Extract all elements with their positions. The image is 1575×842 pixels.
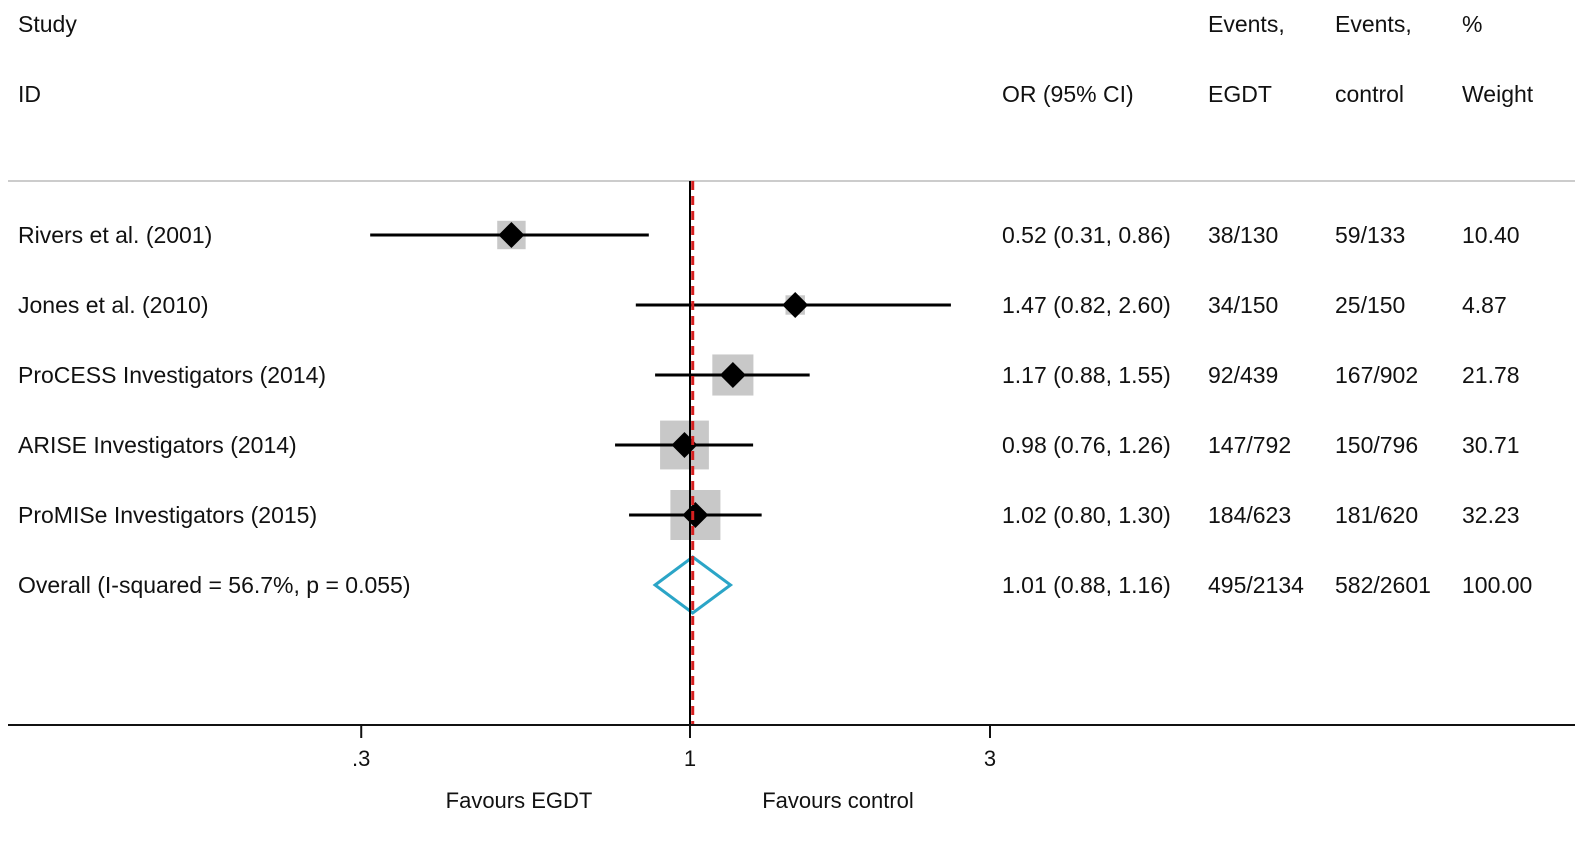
events-egdt-value: 34/150 (1208, 292, 1278, 318)
header-events-control-1: Events, (1335, 11, 1412, 37)
study-name: ARISE Investigators (2014) (18, 432, 297, 458)
point-estimate-marker (498, 222, 525, 248)
x-tick-label: 3 (984, 746, 996, 771)
events-egdt-value: 184/623 (1208, 502, 1291, 528)
header-events-control-2: control (1335, 81, 1404, 107)
events-egdt-value: 38/130 (1208, 222, 1278, 248)
point-estimate-marker (782, 292, 809, 318)
overall-or-ci-value: 1.01 (0.88, 1.16) (1002, 572, 1171, 598)
overall-events-control-value: 582/2601 (1335, 572, 1431, 598)
events-control-value: 150/796 (1335, 432, 1418, 458)
or-ci-value: 0.98 (0.76, 1.26) (1002, 432, 1171, 458)
header-weight-1: % (1462, 11, 1482, 37)
overall-label: Overall (I-squared = 56.7%, p = 0.055) (18, 572, 411, 598)
overall-weight-value: 100.00 (1462, 572, 1532, 598)
weight-value: 21.78 (1462, 362, 1520, 388)
favours-egdt-label: Favours EGDT (446, 788, 593, 813)
point-estimate-marker (682, 502, 709, 528)
header-id: ID (18, 81, 41, 107)
or-ci-value: 0.52 (0.31, 0.86) (1002, 222, 1171, 248)
events-egdt-value: 147/792 (1208, 432, 1291, 458)
study-name: Jones et al. (2010) (18, 292, 209, 318)
events-control-value: 59/133 (1335, 222, 1405, 248)
point-estimate-marker (719, 362, 746, 388)
header-study: Study (18, 11, 77, 37)
study-name: Rivers et al. (2001) (18, 222, 212, 248)
weight-value: 4.87 (1462, 292, 1507, 318)
overall-diamond (652, 555, 734, 615)
weight-value: 30.71 (1462, 432, 1520, 458)
header-events-egdt-2: EGDT (1208, 81, 1272, 107)
study-name: ProCESS Investigators (2014) (18, 362, 326, 388)
weight-value: 32.23 (1462, 502, 1520, 528)
header-events-egdt-1: Events, (1208, 11, 1285, 37)
forest-marks (370, 181, 951, 725)
weight-value: 10.40 (1462, 222, 1520, 248)
or-ci-value: 1.02 (0.80, 1.30) (1002, 502, 1171, 528)
study-name: ProMISe Investigators (2015) (18, 502, 317, 528)
x-tick-label: .3 (352, 746, 370, 771)
favours-control-label: Favours control (762, 788, 914, 813)
events-control-value: 25/150 (1335, 292, 1405, 318)
events-control-value: 167/902 (1335, 362, 1418, 388)
forest-rows: Rivers et al. (2001) 0.52 (0.31, 0.86) 38/… (18, 222, 1532, 598)
overall-events-egdt-value: 495/2134 (1208, 572, 1304, 598)
x-axis-ticks: .3 1 3 (352, 725, 996, 771)
events-egdt-value: 92/439 (1208, 362, 1278, 388)
events-control-value: 181/620 (1335, 502, 1418, 528)
header-or: OR (95% CI) (1002, 81, 1134, 107)
header-weight-2: Weight (1462, 81, 1534, 107)
or-ci-value: 1.47 (0.82, 2.60) (1002, 292, 1171, 318)
x-tick-label: 1 (684, 746, 696, 771)
or-ci-value: 1.17 (0.88, 1.55) (1002, 362, 1171, 388)
